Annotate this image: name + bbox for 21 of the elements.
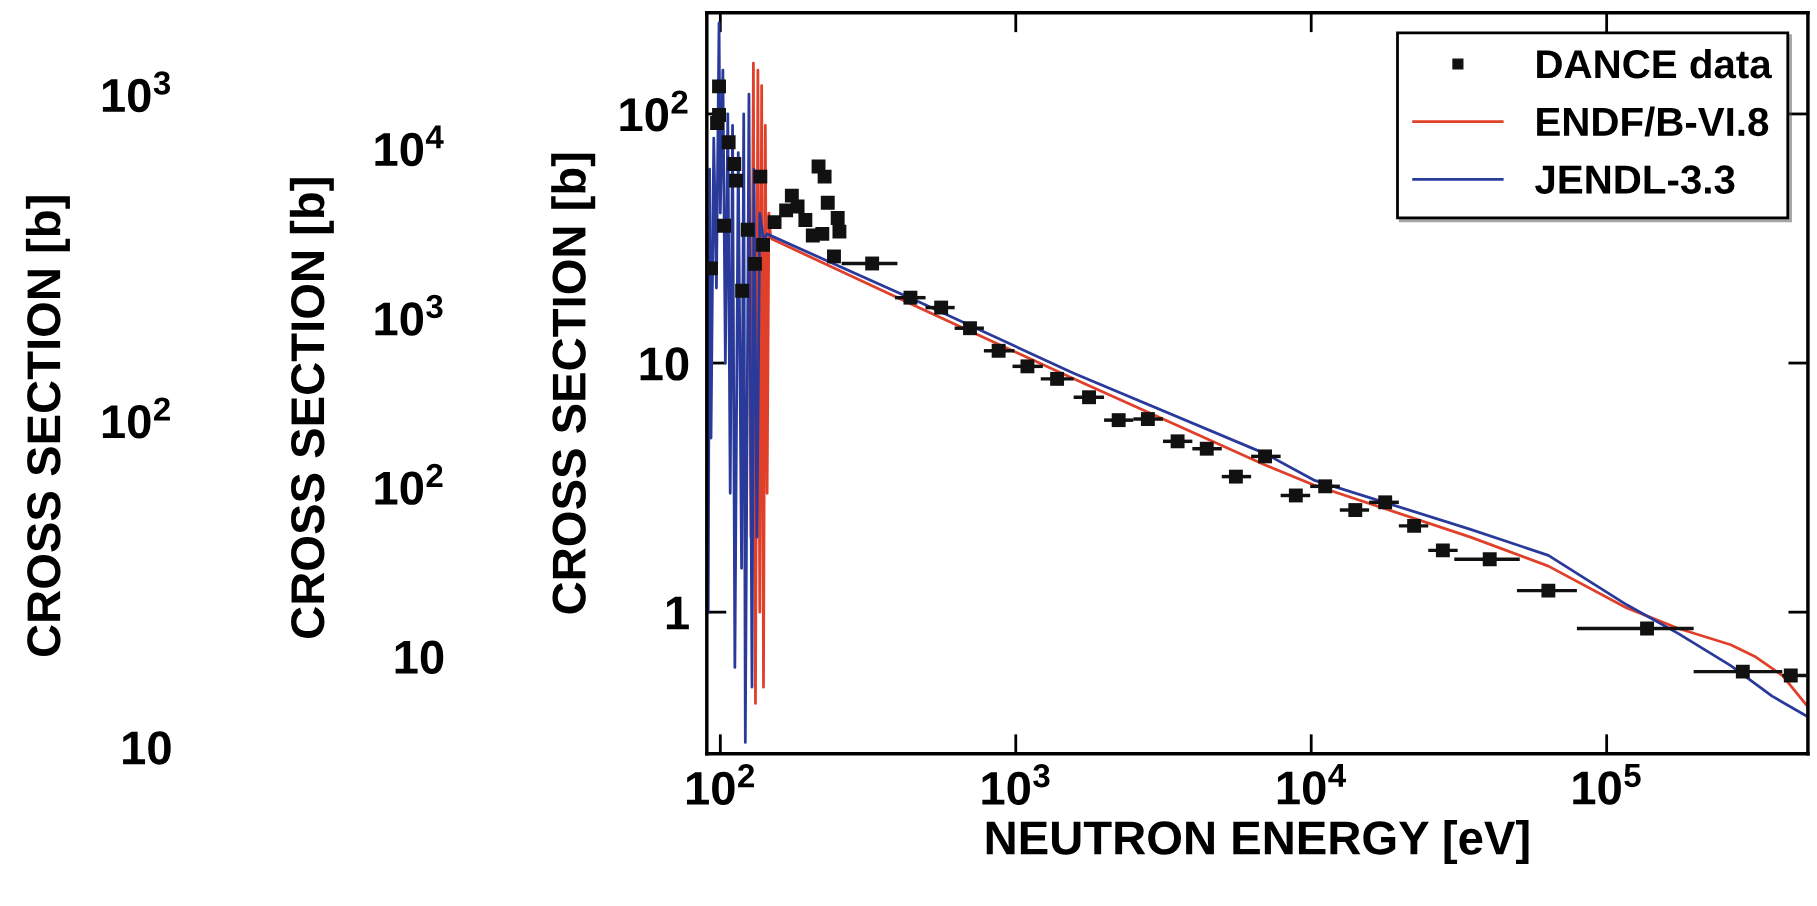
x-tick-label: 10$^{5}$: [1573, 764, 1641, 805]
text: 10$^{4}$: [375, 125, 444, 167]
text: 10: [395, 640, 444, 675]
y-tick-label: 10: [640, 347, 689, 381]
text: CROSS SECTION [b]: [289, 178, 334, 638]
y-axis-title: CROSS SECTION [b]: [551, 153, 596, 614]
text: 10: [123, 731, 171, 765]
y-tick-label: 10$^{2}$: [620, 90, 688, 132]
x-tick-label: 10$^{3}$: [982, 764, 1050, 806]
x-tick-label: 10$^{2}$: [686, 764, 754, 806]
legend-label: ENDF/B-VI.8: [1537, 106, 1769, 137]
legend-label: DANCE data: [1537, 48, 1772, 79]
text: 10$^{2}$: [102, 397, 170, 439]
legend-label: JENDL-3.3: [1535, 165, 1735, 194]
text: 10$^{3}$: [102, 71, 171, 113]
x-tick-label: 10$^{4}$: [1277, 764, 1347, 805]
x-axis-title: NEUTRON ENERGY [eV]: [986, 820, 1529, 865]
text: 10$^{3}$: [375, 294, 443, 336]
y-tick-label: 1: [666, 596, 689, 630]
text: 10$^{2}$: [375, 463, 443, 505]
text: CROSS SECTION [b]: [25, 196, 70, 657]
